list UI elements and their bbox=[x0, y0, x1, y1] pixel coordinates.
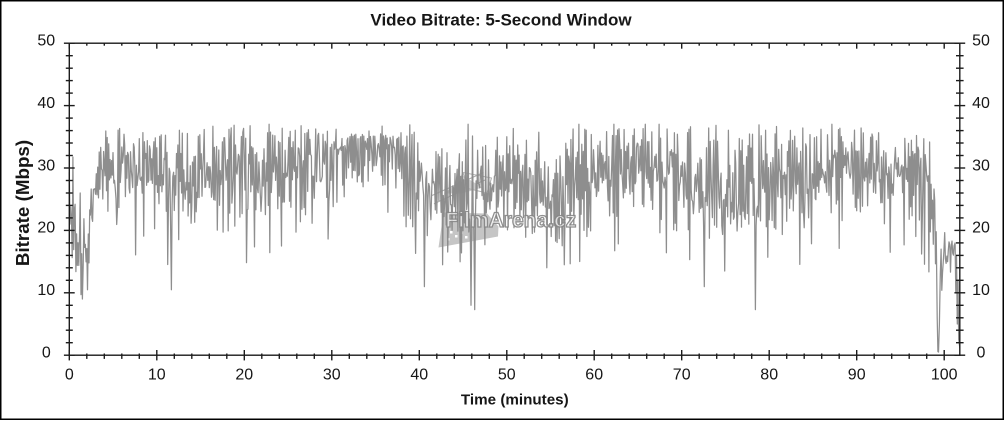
svg-text:20: 20 bbox=[972, 220, 990, 237]
svg-text:20: 20 bbox=[235, 367, 253, 384]
svg-text:Bitrate (Mbps): Bitrate (Mbps) bbox=[12, 140, 33, 266]
svg-text:Video Bitrate: 5-Second Window: Video Bitrate: 5-Second Window bbox=[370, 10, 632, 29]
svg-text:30: 30 bbox=[37, 157, 55, 174]
svg-text:20: 20 bbox=[37, 220, 55, 237]
svg-text:50: 50 bbox=[498, 367, 516, 384]
svg-text:30: 30 bbox=[972, 157, 990, 174]
svg-text:10: 10 bbox=[37, 282, 55, 299]
svg-text:80: 80 bbox=[760, 367, 778, 384]
svg-text:0: 0 bbox=[65, 367, 74, 384]
svg-text:50: 50 bbox=[972, 33, 990, 50]
svg-text:FilmArena.cz: FilmArena.cz bbox=[446, 209, 577, 232]
svg-text:40: 40 bbox=[37, 95, 55, 112]
svg-text:100: 100 bbox=[931, 367, 958, 384]
svg-text:40: 40 bbox=[972, 95, 990, 112]
svg-text:0: 0 bbox=[42, 345, 51, 362]
svg-text:40: 40 bbox=[410, 367, 428, 384]
svg-text:10: 10 bbox=[148, 367, 166, 384]
svg-text:70: 70 bbox=[673, 367, 691, 384]
svg-text:30: 30 bbox=[323, 367, 341, 384]
svg-text:0: 0 bbox=[977, 345, 986, 362]
svg-text:50: 50 bbox=[37, 33, 55, 50]
svg-text:90: 90 bbox=[848, 367, 866, 384]
svg-text:60: 60 bbox=[585, 367, 603, 384]
svg-text:Time (minutes): Time (minutes) bbox=[461, 392, 569, 409]
svg-text:10: 10 bbox=[972, 282, 990, 299]
